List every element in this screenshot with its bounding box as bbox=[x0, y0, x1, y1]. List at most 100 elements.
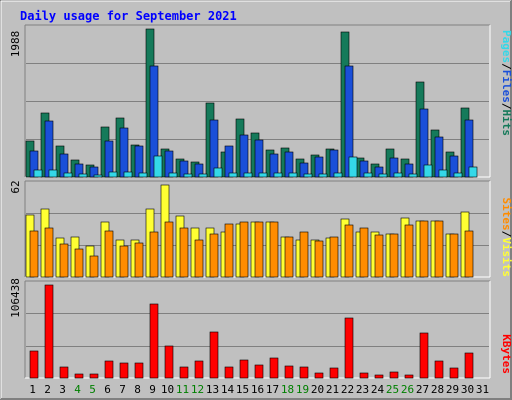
day-label-26: 26 bbox=[401, 383, 414, 396]
bar-kbytes-day-27 bbox=[419, 332, 429, 379]
bar-pages-day-28 bbox=[438, 169, 448, 178]
kbytes-plot-area bbox=[25, 281, 490, 378]
day-axis-labels: 1 2 3 4 5 6 7 8 9 10 11 12 13 14 15 16 17 18 19 20 21 22 23 24 2… bbox=[29, 383, 489, 396]
bar-pages-day-18 bbox=[288, 172, 298, 178]
bar-kbytes-day-15 bbox=[239, 359, 249, 379]
bar-pages-day-27 bbox=[423, 164, 433, 178]
bar-pages-day-30 bbox=[468, 166, 478, 178]
day-label-14: 14 bbox=[221, 383, 235, 396]
bar-kbytes-day-12 bbox=[194, 360, 204, 379]
bar-sites-day-22 bbox=[344, 224, 354, 278]
bar-pages-day-17 bbox=[273, 172, 283, 178]
day-label-18: 18 bbox=[281, 383, 294, 396]
bar-kbytes-day-20 bbox=[314, 372, 324, 379]
bar-sites-day-30 bbox=[464, 230, 474, 278]
day-label-30: 30 bbox=[461, 383, 474, 396]
bar-sites-day-25 bbox=[389, 233, 399, 278]
bar-pages-day-9 bbox=[153, 155, 163, 178]
bar-pages-day-3 bbox=[63, 172, 73, 178]
bar-kbytes-day-1 bbox=[29, 350, 39, 379]
bar-sites-day-21 bbox=[329, 236, 339, 278]
bar-pages-day-12 bbox=[198, 173, 208, 178]
day-label-13: 13 bbox=[206, 383, 219, 396]
bar-sites-day-24 bbox=[374, 234, 384, 278]
bar-kbytes-day-10 bbox=[164, 345, 174, 379]
day-label-17: 17 bbox=[266, 383, 279, 396]
day-label-6: 6 bbox=[104, 383, 111, 396]
bar-kbytes-day-17 bbox=[269, 357, 279, 379]
bar-pages-day-6 bbox=[108, 171, 118, 178]
bar-sites-day-16 bbox=[254, 221, 264, 278]
bar-kbytes-day-9 bbox=[149, 303, 159, 379]
bar-sites-day-20 bbox=[314, 240, 324, 278]
bar-pages-day-2 bbox=[48, 169, 58, 178]
bar-sites-day-28 bbox=[434, 220, 444, 278]
bar-sites-day-27 bbox=[419, 220, 429, 278]
bar-sites-day-26 bbox=[404, 224, 414, 278]
bar-pages-day-7 bbox=[123, 171, 133, 178]
bar-kbytes-day-5 bbox=[89, 373, 99, 379]
bar-sites-day-23 bbox=[359, 227, 369, 278]
bar-kbytes-day-7 bbox=[119, 362, 129, 379]
bar-pages-day-1 bbox=[33, 169, 43, 178]
bar-pages-day-14 bbox=[228, 172, 238, 178]
kbytes-panel bbox=[24, 280, 491, 379]
bar-sites-day-8 bbox=[134, 242, 144, 278]
bar-sites-day-6 bbox=[104, 230, 114, 278]
bar-kbytes-day-21 bbox=[329, 367, 339, 379]
bar-files-day-8 bbox=[134, 145, 144, 178]
bar-kbytes-day-6 bbox=[104, 360, 114, 379]
day-label-23: 23 bbox=[356, 383, 369, 396]
bar-pages-day-26 bbox=[408, 173, 418, 178]
bar-sites-day-18 bbox=[284, 236, 294, 278]
day-label-4: 4 bbox=[74, 383, 81, 396]
bar-kbytes-day-8 bbox=[134, 362, 144, 379]
bar-kbytes-day-30 bbox=[464, 352, 474, 379]
day-label-22: 22 bbox=[341, 383, 354, 396]
bar-sites-day-29 bbox=[449, 233, 459, 278]
bar-kbytes-day-4 bbox=[74, 373, 84, 379]
bar-kbytes-day-29 bbox=[449, 367, 459, 379]
bar-files-day-6 bbox=[104, 140, 114, 178]
chart-title: Daily usage for September 2021 bbox=[20, 9, 237, 23]
bar-sites-day-17 bbox=[269, 221, 279, 278]
bar-pages-day-29 bbox=[453, 172, 463, 178]
day-label-3: 3 bbox=[59, 383, 66, 396]
bar-pages-day-22 bbox=[348, 156, 358, 178]
legend-visits: Visits bbox=[500, 237, 512, 277]
bar-kbytes-day-23 bbox=[359, 372, 369, 379]
day-label-2: 2 bbox=[44, 383, 51, 396]
bar-kbytes-day-19 bbox=[299, 366, 309, 379]
legend-files: Files bbox=[500, 70, 512, 103]
bar-pages-day-25 bbox=[393, 172, 403, 178]
bar-pages-day-8 bbox=[138, 172, 148, 178]
bar-sites-day-15 bbox=[239, 221, 249, 278]
day-label-10: 10 bbox=[161, 383, 174, 396]
bar-pages-day-11 bbox=[183, 173, 193, 178]
bar-kbytes-day-25 bbox=[389, 371, 399, 379]
day-label-21: 21 bbox=[326, 383, 339, 396]
bar-pages-day-4 bbox=[78, 173, 88, 178]
day-label-8: 8 bbox=[134, 383, 141, 396]
day-label-12: 12 bbox=[191, 383, 204, 396]
bar-kbytes-day-28 bbox=[434, 360, 444, 379]
day-label-7: 7 bbox=[119, 383, 126, 396]
day-label-24: 24 bbox=[371, 383, 385, 396]
bar-kbytes-day-13 bbox=[209, 331, 219, 379]
legend-hits: Hits bbox=[500, 110, 512, 137]
bar-pages-day-20 bbox=[318, 173, 328, 178]
bar-pages-day-24 bbox=[378, 173, 388, 178]
bar-pages-day-13 bbox=[213, 167, 223, 178]
bar-kbytes-day-26 bbox=[404, 374, 414, 379]
bar-kbytes-day-11 bbox=[179, 366, 189, 379]
legend-sep-1: / bbox=[500, 63, 512, 70]
legend-kbytes: KBytes bbox=[500, 334, 512, 374]
bar-sites-day-10 bbox=[164, 221, 174, 278]
day-label-27: 27 bbox=[416, 383, 429, 396]
bar-kbytes-day-14 bbox=[224, 366, 234, 379]
day-label-15: 15 bbox=[236, 383, 249, 396]
bar-sites-day-7 bbox=[119, 245, 129, 278]
bar-sites-day-13 bbox=[209, 233, 219, 278]
hits-files-pages-panel bbox=[24, 24, 491, 178]
bar-kbytes-day-22 bbox=[344, 317, 354, 379]
